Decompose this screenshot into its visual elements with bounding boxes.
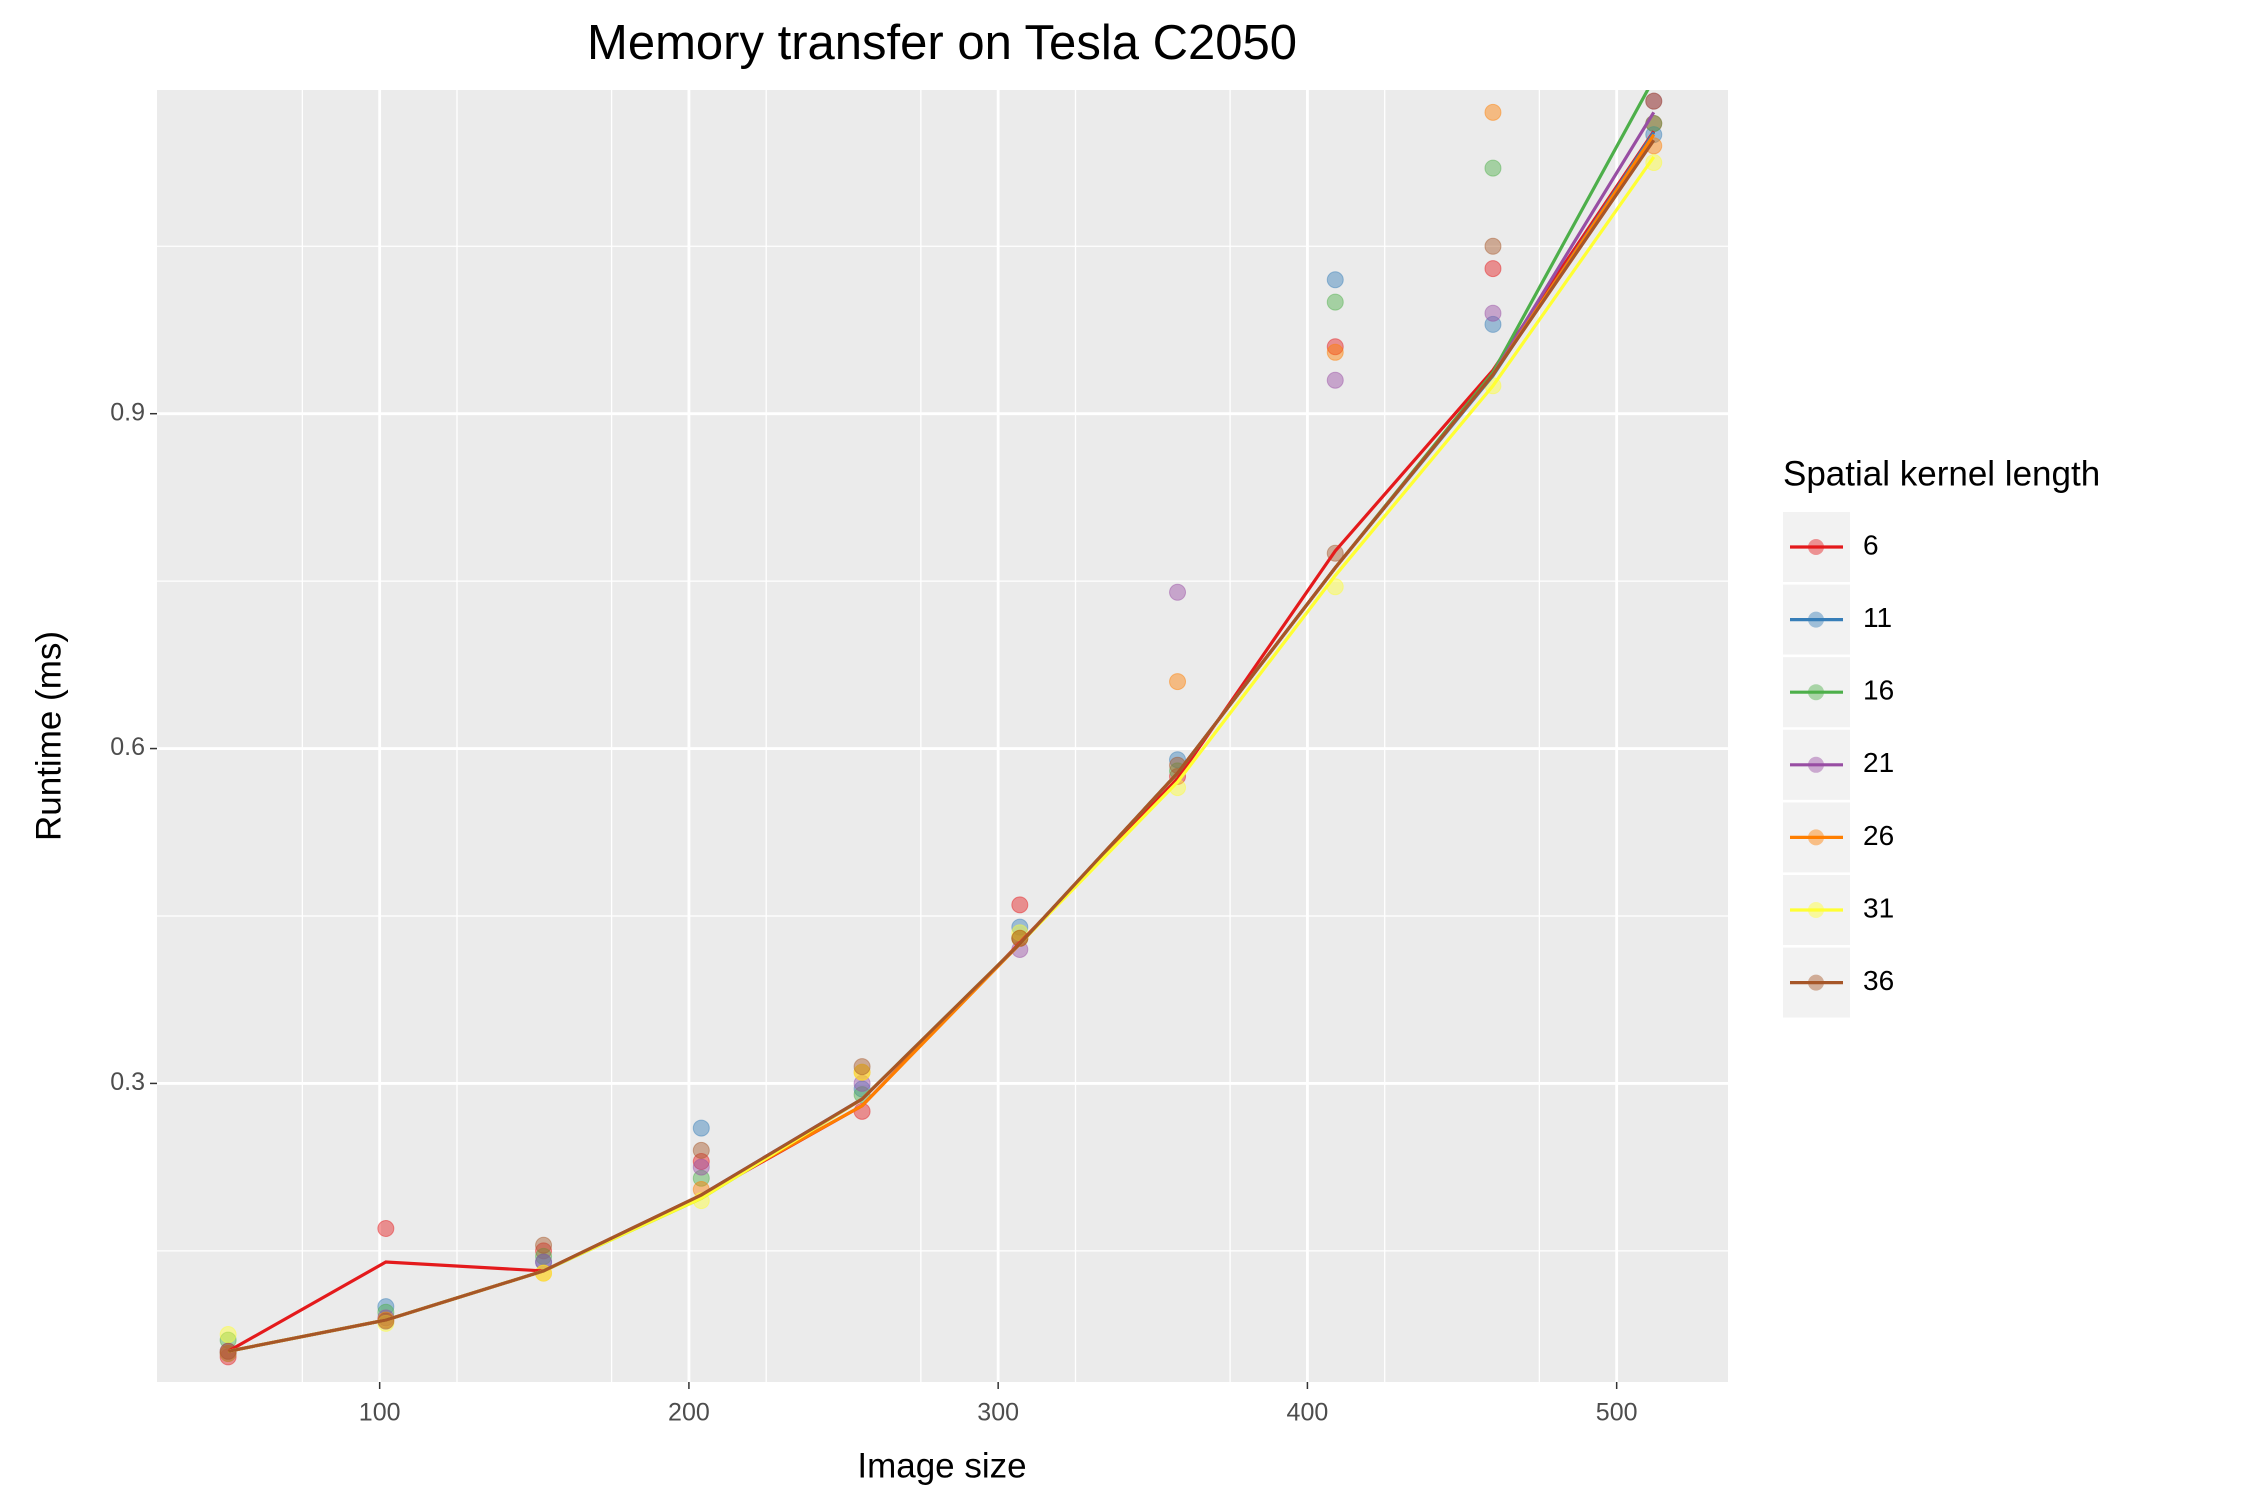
data-point bbox=[219, 1331, 237, 1349]
data-point bbox=[219, 1348, 237, 1366]
legend-label: 16 bbox=[1863, 675, 1894, 706]
data-point bbox=[692, 1153, 710, 1171]
data-point bbox=[853, 1063, 871, 1081]
data-point bbox=[692, 1119, 710, 1137]
data-point bbox=[1484, 237, 1502, 255]
data-point bbox=[1484, 304, 1502, 322]
data-point bbox=[853, 1086, 871, 1104]
data-point bbox=[535, 1247, 553, 1265]
x-tick-label: 200 bbox=[668, 1399, 710, 1427]
data-point bbox=[692, 1169, 710, 1187]
data-point bbox=[1484, 260, 1502, 278]
plot-background bbox=[157, 90, 1728, 1382]
x-tick-label: 400 bbox=[1287, 1399, 1329, 1427]
legend-swatch-point bbox=[1808, 974, 1824, 991]
data-point bbox=[377, 1298, 395, 1316]
data-point bbox=[853, 1063, 871, 1081]
data-point bbox=[1645, 92, 1663, 110]
data-point bbox=[1011, 918, 1029, 936]
data-point bbox=[1326, 293, 1344, 311]
data-point bbox=[1326, 338, 1344, 356]
data-point bbox=[1326, 271, 1344, 289]
y-tick-label: 0.3 bbox=[110, 1068, 145, 1096]
legend-label: 6 bbox=[1863, 529, 1879, 560]
data-point bbox=[535, 1242, 553, 1260]
legend-label: 26 bbox=[1863, 820, 1894, 851]
data-point bbox=[1169, 751, 1187, 769]
data-point bbox=[1484, 159, 1502, 177]
data-point bbox=[692, 1158, 710, 1176]
data-point bbox=[1011, 896, 1029, 914]
chart-title: Memory transfer on Tesla C2050 bbox=[587, 16, 1297, 70]
legend-label: 11 bbox=[1863, 602, 1892, 633]
data-point bbox=[1011, 929, 1029, 947]
data-point bbox=[535, 1236, 553, 1254]
legend-swatch-point bbox=[1808, 756, 1824, 773]
data-point bbox=[1645, 154, 1663, 172]
legend-swatch-point bbox=[1808, 902, 1824, 918]
data-point bbox=[692, 1141, 710, 1159]
data-point bbox=[1326, 343, 1344, 361]
legend-label: 36 bbox=[1863, 965, 1894, 996]
x-tick-label: 500 bbox=[1596, 1399, 1638, 1427]
legend-swatch-point bbox=[1808, 684, 1824, 701]
y-axis-label: Runtime (ms) bbox=[29, 631, 68, 841]
legend-title: Spatial kernel length bbox=[1783, 454, 2100, 493]
legend-swatch-point bbox=[1808, 611, 1824, 628]
data-point bbox=[1645, 92, 1663, 110]
data-point bbox=[853, 1058, 871, 1076]
x-tick-label: 300 bbox=[977, 1399, 1019, 1427]
data-point bbox=[1011, 929, 1029, 947]
x-axis-label: Image size bbox=[857, 1446, 1026, 1485]
legend-swatch-point bbox=[1808, 829, 1824, 846]
data-point bbox=[1011, 929, 1029, 947]
data-point bbox=[1484, 315, 1502, 333]
data-point bbox=[1169, 583, 1187, 601]
data-point bbox=[1169, 673, 1187, 691]
data-point bbox=[853, 1074, 871, 1092]
legend-label: 21 bbox=[1863, 747, 1894, 778]
data-point bbox=[1326, 371, 1344, 389]
legend-swatch-point bbox=[1808, 539, 1824, 555]
data-point bbox=[1484, 103, 1502, 121]
data-point bbox=[377, 1220, 395, 1238]
y-tick-label: 0.9 bbox=[110, 398, 145, 426]
x-tick-label: 100 bbox=[359, 1399, 401, 1427]
y-tick-label: 0.6 bbox=[110, 733, 145, 761]
legend-label: 31 bbox=[1863, 892, 1894, 923]
data-point bbox=[219, 1326, 237, 1344]
series-line bbox=[227, 139, 1656, 1353]
